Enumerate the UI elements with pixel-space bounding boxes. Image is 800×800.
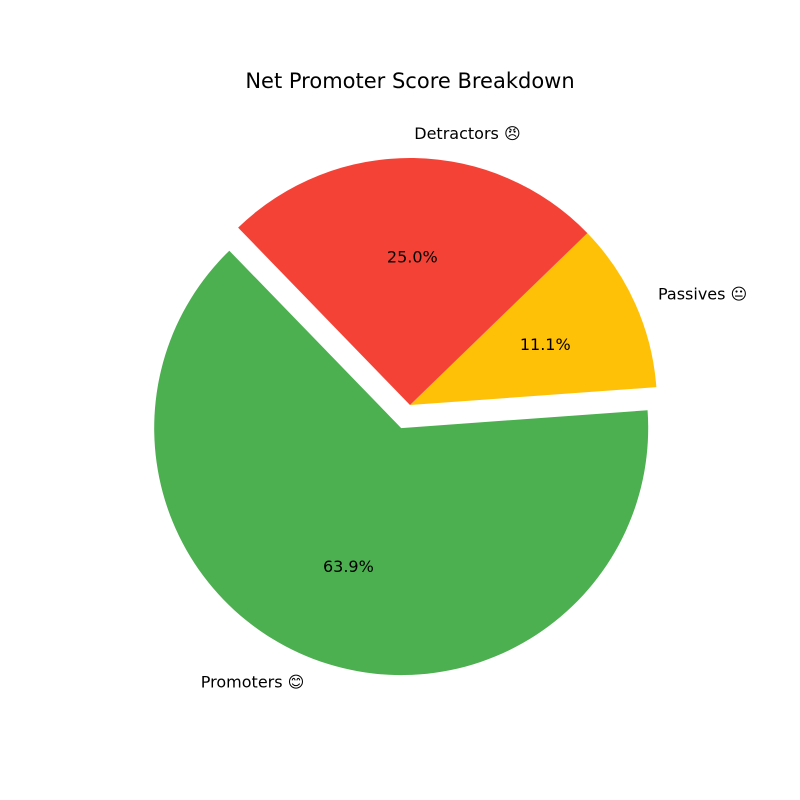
slice-label-detractors: Detractors 😠 — [414, 124, 520, 143]
pie-labels: Promoters 😊 63.9% Passives 😐 11.1% Detractor… — [201, 124, 747, 692]
pie-slice-promoters — [154, 250, 649, 676]
slice-label-promoters: Promoters 😊 — [201, 672, 305, 691]
chart-title: Net Promoter Score Breakdown — [245, 69, 574, 93]
pct-label-passives: 11.1% — [520, 335, 571, 354]
pct-label-detractors: 25.0% — [387, 247, 438, 266]
pie-slice-passives — [410, 233, 657, 405]
pie-slice-detractors — [238, 158, 588, 405]
slice-label-passives: Passives 😐 — [658, 284, 747, 303]
pct-label-promoters: 63.9% — [323, 557, 374, 576]
pie-slices — [154, 158, 657, 676]
